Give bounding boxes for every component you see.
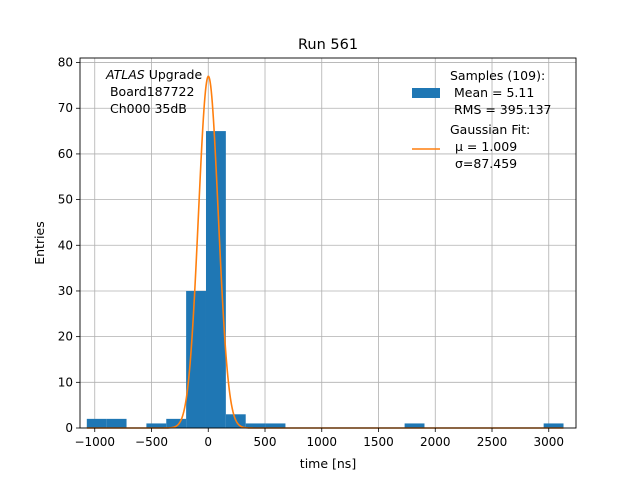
x-tick-label: −500 (135, 435, 168, 449)
x-tick-label: −1000 (74, 435, 115, 449)
y-tick-label: 60 (58, 147, 73, 161)
histogram-bar (205, 131, 226, 428)
atlas-annotation: ATLAS Upgrade Board187722 Ch000 35dB (105, 67, 202, 116)
histogram-bar (245, 423, 266, 428)
x-tick-label: 1500 (363, 435, 394, 449)
annotation-line-1: ATLAS Upgrade (105, 67, 202, 82)
histogram-bar (106, 418, 127, 428)
y-tick-label: 20 (58, 330, 73, 344)
legend-fit-mu: μ = 1.009 (455, 139, 517, 154)
annotation-atlas: ATLAS (105, 67, 145, 82)
histogram-bars (86, 131, 564, 428)
histogram-bar (86, 418, 107, 428)
histogram-bar (166, 418, 187, 428)
y-tick-label: 80 (58, 56, 73, 70)
legend-fit-label: Gaussian Fit: (450, 122, 530, 137)
y-axis-ticks: 0 10 20 30 40 50 60 70 80 (58, 56, 80, 435)
y-tick-label: 50 (58, 193, 73, 207)
legend-histogram-mean: Mean = 5.11 (450, 85, 534, 100)
y-axis-label: Entries (32, 221, 47, 265)
annotation-line-2: Board187722 (106, 84, 194, 99)
annotation-upgrade: Upgrade (145, 67, 203, 82)
histogram-bar (404, 423, 425, 428)
legend-fit-sigma: σ=87.459 (455, 156, 517, 171)
x-axis-ticks: −1000 −500 0 500 1000 1500 2000 2500 3000 (74, 428, 564, 449)
x-tick-label: 2000 (420, 435, 451, 449)
x-tick-label: 2500 (477, 435, 508, 449)
x-tick-label: 1000 (306, 435, 337, 449)
legend-histogram-rms: RMS = 395.137 (450, 102, 552, 117)
x-axis-label: time [ns] (300, 456, 356, 471)
y-tick-label: 10 (58, 375, 73, 389)
legend-histogram-swatch (412, 88, 440, 98)
annotation-line-3: Ch000 35dB (106, 101, 187, 116)
y-tick-label: 40 (58, 238, 73, 252)
x-tick-label: 3000 (533, 435, 564, 449)
chart-title: Run 561 (298, 37, 358, 53)
histogram-bar (146, 423, 167, 428)
histogram-bar (543, 423, 564, 428)
x-tick-label: 500 (254, 435, 277, 449)
plot-frame (79, 57, 577, 429)
histogram-bar (265, 423, 286, 428)
y-tick-label: 70 (58, 101, 73, 115)
legend-histogram-label: Samples (109): (450, 68, 545, 83)
legend: Samples (109): Mean = 5.11 RMS = 395.137… (412, 68, 552, 171)
histogram-bar (186, 290, 206, 428)
y-tick-label: 0 (65, 421, 73, 435)
x-tick-label: 0 (204, 435, 212, 449)
y-tick-label: 30 (58, 284, 73, 298)
